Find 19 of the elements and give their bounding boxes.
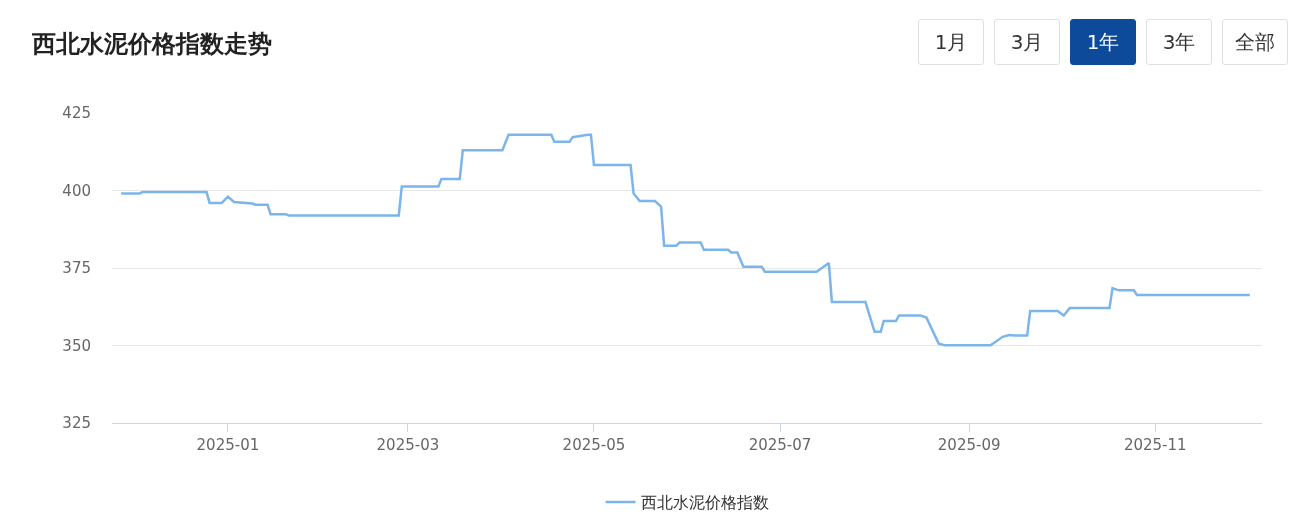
text: 1月 bbox=[918, 19, 984, 65]
x-tick-label: 2025-07 bbox=[748, 436, 812, 454]
x-tick-label: 2025-01 bbox=[196, 436, 260, 454]
x-tick-label: 2025-03 bbox=[376, 436, 440, 454]
line-series bbox=[119, 133, 1252, 347]
chart-title: 西北水泥价格指数走势 bbox=[32, 29, 272, 60]
x-tick-label: 2025-11 bbox=[1123, 436, 1187, 454]
y-tick-label: 375 bbox=[62, 259, 91, 278]
legend-label: 西北水泥价格指数 bbox=[640, 493, 769, 513]
text: 1年 bbox=[1070, 19, 1136, 65]
x-tick-label: 2025-09 bbox=[937, 436, 1001, 454]
text: 3月 bbox=[994, 19, 1060, 65]
y-tick-label: 325 bbox=[62, 414, 91, 433]
text: 3年 bbox=[1146, 19, 1212, 65]
y-tick-label: 350 bbox=[62, 336, 91, 355]
x-tick-label: 2025-05 bbox=[562, 436, 626, 454]
y-tick-label: 400 bbox=[62, 181, 91, 200]
text: 全部 bbox=[1222, 19, 1288, 65]
y-tick-label: 425 bbox=[62, 104, 91, 123]
